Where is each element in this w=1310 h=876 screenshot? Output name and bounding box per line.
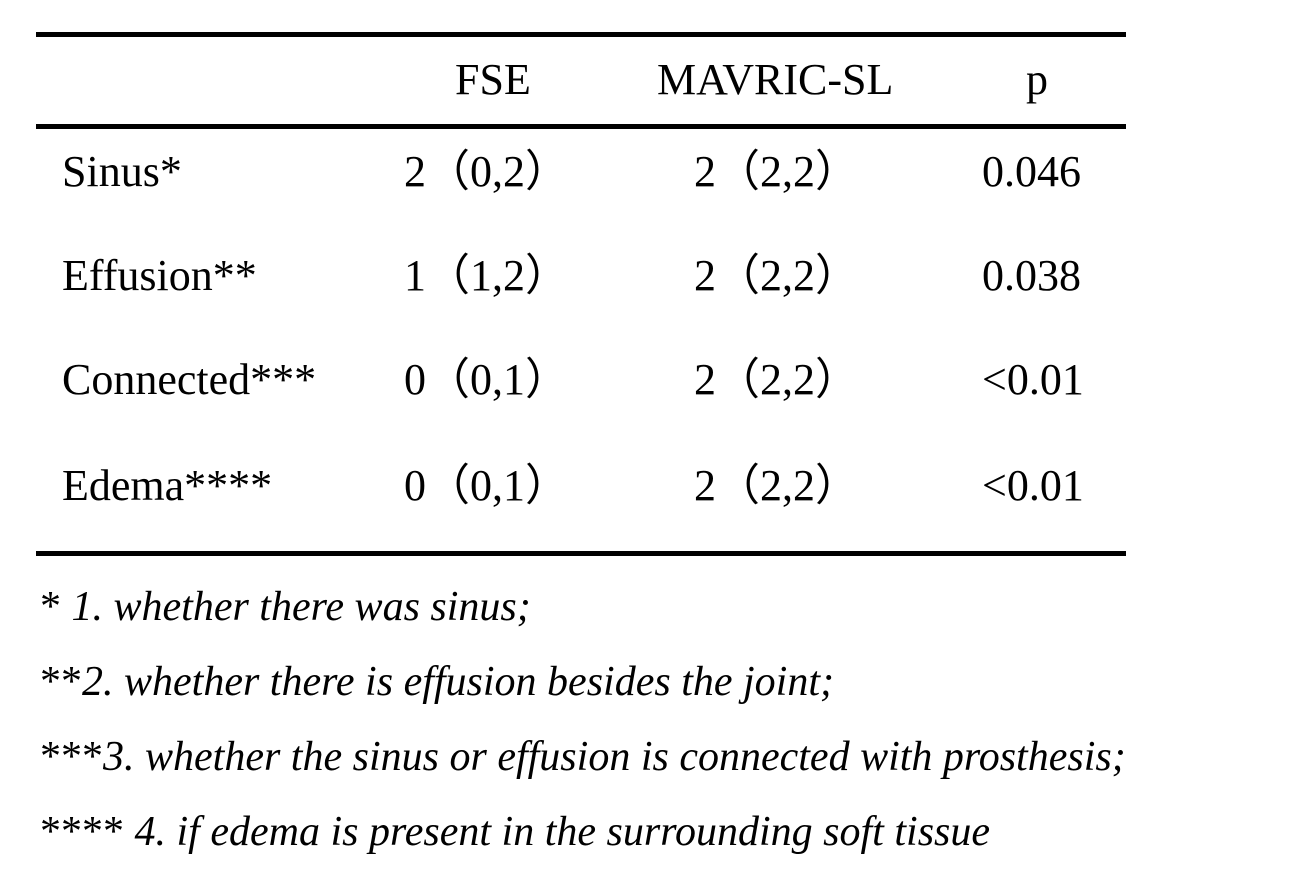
table-footnotes: * 1. whether there was sinus; **2. wheth…: [40, 570, 1305, 870]
footnote-text: 3. whether the sinus or effusion is conn…: [103, 734, 1126, 780]
footnote-2: **2. whether there is effusion besides t…: [40, 645, 1305, 720]
cell-fse: 0（0,1）: [404, 461, 569, 510]
cell-fse: 2（0,2）: [404, 147, 569, 196]
cell-fse: 0（0,1）: [404, 355, 569, 404]
column-header-p: p: [1026, 55, 1048, 104]
table-header-rule: [36, 124, 1126, 129]
table-row-effusion: Effusion** 1（1,2） 2（2,2） 0.038: [0, 250, 1310, 302]
column-header-mavric-sl: MAVRIC-SL: [657, 55, 894, 104]
footnote-3: ***3. whether the sinus or effusion is c…: [40, 720, 1305, 795]
footnote-4: **** 4. if edema is present in the surro…: [40, 795, 1305, 870]
footnote-marker: ****: [40, 809, 135, 855]
table-row-connected: Connected*** 0（0,1） 2（2,2） <0.01: [0, 354, 1310, 406]
cell-fse: 1（1,2）: [404, 251, 569, 300]
footnote-marker: *: [40, 584, 72, 630]
table-row-sinus: Sinus* 2（0,2） 2（2,2） 0.046: [0, 146, 1310, 198]
cell-mavric-sl: 2（2,2）: [694, 461, 859, 510]
cell-mavric-sl: 2（2,2）: [694, 251, 859, 300]
footnote-1: * 1. whether there was sinus;: [40, 570, 1305, 645]
cell-mavric-sl: 2（2,2）: [694, 355, 859, 404]
column-header-fse: FSE: [455, 55, 531, 104]
footnote-text: 4. if edema is present in the surroundin…: [134, 809, 991, 855]
footnote-text: 2. whether there is effusion besides the…: [82, 659, 835, 705]
cell-p-value: 0.046: [982, 147, 1081, 196]
row-label: Effusion**: [62, 251, 257, 300]
cell-p-value: <0.01: [982, 461, 1084, 510]
row-label: Sinus*: [62, 147, 182, 196]
row-label: Connected***: [62, 355, 317, 404]
cell-p-value: 0.038: [982, 251, 1081, 300]
footnote-text: 1. whether there was sinus;: [71, 584, 531, 630]
cell-mavric-sl: 2（2,2）: [694, 147, 859, 196]
footnote-marker: ***: [40, 734, 103, 780]
table-top-rule: [36, 32, 1126, 37]
cell-p-value: <0.01: [982, 355, 1084, 404]
footnote-marker: **: [40, 659, 82, 705]
row-label: Edema****: [62, 461, 273, 510]
table-bottom-rule: [36, 551, 1126, 556]
table-row-edema: Edema**** 0（0,1） 2（2,2） <0.01: [0, 460, 1310, 512]
